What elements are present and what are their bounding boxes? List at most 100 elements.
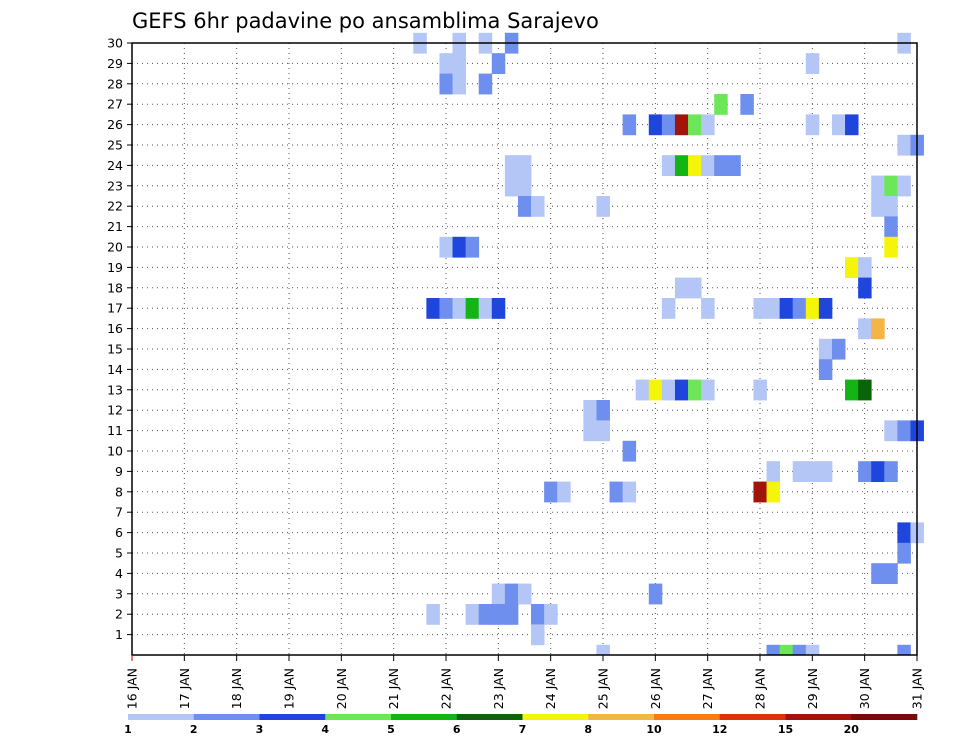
precip-cell xyxy=(884,196,898,217)
precip-cell xyxy=(452,298,467,319)
precip-cell xyxy=(452,236,467,258)
y-tick-label: 13 xyxy=(107,382,123,397)
precip-cell xyxy=(897,134,911,156)
y-tick-label: 23 xyxy=(107,178,123,193)
ensemble-cells xyxy=(413,32,924,656)
precip-cell xyxy=(897,522,911,544)
precip-cell xyxy=(701,114,715,136)
precip-cell xyxy=(661,114,676,136)
colorbar-swatch xyxy=(456,714,523,720)
precip-cell xyxy=(897,644,911,656)
x-tick-label: 16 JAN xyxy=(125,668,140,709)
precip-cell xyxy=(531,624,545,646)
precip-cell xyxy=(766,298,781,319)
x-tick-label: 24 JAN xyxy=(543,668,558,709)
y-tick-label: 8 xyxy=(115,484,123,499)
precip-cell xyxy=(531,604,545,625)
x-tick-label: 19 JAN xyxy=(282,668,297,709)
precip-cell xyxy=(805,53,820,74)
y-axis: 1234567891011121314151617181920212223242… xyxy=(107,36,132,642)
precip-cell xyxy=(805,461,820,482)
colorbar-label: 4 xyxy=(321,723,329,736)
colorbar-label: 7 xyxy=(519,723,527,736)
precip-cell xyxy=(858,257,872,278)
precip-cell xyxy=(753,379,767,401)
precip-cell xyxy=(517,155,532,176)
precip-cell xyxy=(871,175,885,197)
y-tick-label: 26 xyxy=(107,117,123,132)
precip-cell xyxy=(858,318,872,340)
precip-cell xyxy=(491,298,506,319)
colorbar-label: 1 xyxy=(124,723,132,736)
precip-cell xyxy=(478,604,493,625)
colorbar-swatch xyxy=(522,714,589,720)
y-tick-label: 19 xyxy=(107,260,123,275)
precip-cell xyxy=(858,277,872,299)
y-tick-label: 29 xyxy=(107,56,123,71)
precip-cell xyxy=(845,257,859,278)
precip-cell xyxy=(439,73,453,95)
precip-cell xyxy=(701,155,715,176)
y-tick-label: 6 xyxy=(115,525,123,540)
y-tick-label: 11 xyxy=(107,423,123,438)
precip-cell xyxy=(635,379,650,401)
precip-cell xyxy=(504,583,519,605)
x-tick-label: 28 JAN xyxy=(753,668,768,709)
precip-cell xyxy=(858,379,872,401)
x-tick-label: 29 JAN xyxy=(805,668,820,709)
precip-cell xyxy=(661,379,676,401)
y-tick-label: 5 xyxy=(115,546,123,561)
precip-cell xyxy=(871,461,885,482)
precip-cell xyxy=(648,583,663,605)
y-tick-label: 3 xyxy=(115,586,123,601)
precip-cell xyxy=(557,481,571,503)
precip-cell xyxy=(766,644,781,656)
colorbar-label: 10 xyxy=(646,723,662,736)
precip-cell xyxy=(688,155,702,176)
precip-cell xyxy=(871,196,885,217)
precip-cell xyxy=(831,338,846,360)
x-axis: 16 JAN 17 JAN 18 JAN 19 JAN 20 JAN 21 JAN 22 J… xyxy=(125,655,925,709)
precip-cell xyxy=(452,73,467,95)
precip-cell xyxy=(426,298,440,319)
precip-cell xyxy=(871,318,885,340)
x-tick-label: 22 JAN xyxy=(439,668,454,709)
precip-cell xyxy=(491,604,506,625)
x-tick-label: 25 JAN xyxy=(596,668,611,709)
precip-cell xyxy=(884,420,898,442)
y-tick-label: 14 xyxy=(107,362,123,377)
colorbar-swatch xyxy=(259,714,326,720)
colorbar-swatch xyxy=(193,714,260,720)
colorbar-label: 3 xyxy=(256,723,264,736)
plot-frame xyxy=(131,42,918,656)
precip-cell xyxy=(884,175,898,197)
precip-cell xyxy=(779,644,794,656)
y-tick-label: 22 xyxy=(107,199,123,214)
colorbar-swatch xyxy=(325,714,392,720)
precip-cell xyxy=(897,542,911,564)
colorbar-swatch xyxy=(391,714,458,720)
colorbar-label: 5 xyxy=(387,723,395,736)
precip-cell xyxy=(701,379,715,401)
colorbar-legend: 1 2 3 4 5 6 7 8 10 12 15 20 xyxy=(124,714,918,736)
y-tick-label: 4 xyxy=(115,566,123,581)
precip-cell xyxy=(714,155,728,176)
x-tick-label: 21 JAN xyxy=(386,668,401,709)
precip-cell xyxy=(688,379,702,401)
precip-cell xyxy=(845,379,859,401)
precip-cell xyxy=(858,461,872,482)
x-tick-label: 27 JAN xyxy=(700,668,715,709)
precip-cell xyxy=(818,338,833,360)
precip-cell xyxy=(622,440,637,462)
precip-cell xyxy=(517,175,532,197)
precip-cell xyxy=(845,114,859,136)
precip-cell xyxy=(766,461,781,482)
precip-cell xyxy=(478,298,493,319)
precip-cell xyxy=(426,604,440,625)
precip-cell xyxy=(805,644,820,656)
y-tick-label: 16 xyxy=(107,321,123,336)
precip-cell xyxy=(648,379,663,401)
precip-cell xyxy=(544,604,558,625)
precip-cell xyxy=(596,420,610,442)
x-tick-label: 26 JAN xyxy=(648,668,663,709)
